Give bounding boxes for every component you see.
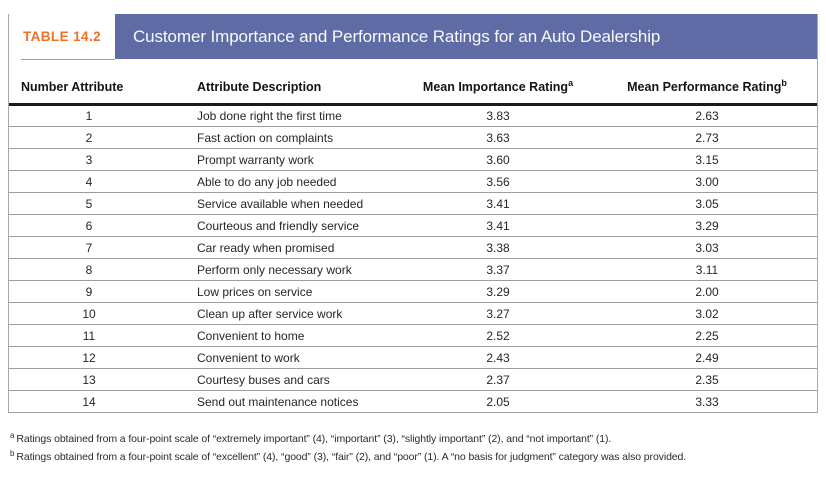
importance-rating-cell: 3.60	[399, 148, 597, 171]
performance-rating-cell: 3.29	[597, 214, 817, 237]
attribute-number-cell: 1	[9, 104, 169, 127]
performance-rating-cell: 3.11	[597, 258, 817, 281]
table-row: 7 Car ready when promised 3.38 3.03	[9, 236, 817, 259]
performance-rating-cell: 2.73	[597, 126, 817, 149]
table-row: 6 Courteous and friendly service 3.41 3.…	[9, 214, 817, 237]
performance-rating-cell: 3.00	[597, 170, 817, 193]
attribute-description-cell: Prompt warranty work	[169, 148, 399, 171]
table-row: 1 Job done right the first time 3.83 2.6…	[9, 104, 817, 127]
table-row: 14 Send out maintenance notices 2.05 3.3…	[9, 390, 817, 413]
attribute-description-cell: Service available when needed	[169, 192, 399, 215]
footnote-ref-b: b	[781, 77, 787, 88]
col-header-number-attribute: Number Attribute	[9, 59, 169, 106]
importance-rating-cell: 3.83	[399, 104, 597, 127]
table-row: 13 Courtesy buses and cars 2.37 2.35	[9, 368, 817, 391]
attribute-number-cell: 4	[9, 170, 169, 193]
table-body: 1 Job done right the first time 3.83 2.6…	[9, 104, 817, 413]
table-row: 9 Low prices on service 3.29 2.00	[9, 280, 817, 303]
attribute-number-cell: 9	[9, 280, 169, 303]
attribute-description-cell: Perform only necessary work	[169, 258, 399, 281]
footnote: a Ratings obtained from a four-point scal…	[10, 430, 816, 445]
col-header-attribute-description: Attribute Description	[169, 59, 399, 106]
table-row: 4 Able to do any job needed 3.56 3.00	[9, 170, 817, 193]
table-row: 12 Convenient to work 2.43 2.49	[9, 346, 817, 369]
attribute-description-cell: Low prices on service	[169, 280, 399, 303]
table-row: 5 Service available when needed 3.41 3.0…	[9, 192, 817, 215]
importance-rating-cell: 2.43	[399, 346, 597, 369]
importance-rating-cell: 2.52	[399, 324, 597, 347]
footnote-ref-a: a	[568, 77, 574, 88]
footnotes: a Ratings obtained from a four-point scal…	[10, 430, 816, 469]
ratings-table: Number Attribute Attribute Description M…	[9, 59, 817, 413]
attribute-number-cell: 6	[9, 214, 169, 237]
importance-rating-cell: 3.63	[399, 126, 597, 149]
col-header-mean-importance-rating: Mean Importance Ratinga	[399, 59, 597, 106]
footnote-text: Ratings obtained from a four-point scale…	[16, 433, 612, 445]
attribute-number-cell: 12	[9, 346, 169, 369]
importance-rating-cell: 3.37	[399, 258, 597, 281]
col-header-mean-performance-rating: Mean Performance Ratingb	[597, 59, 817, 106]
attribute-description-cell: Fast action on complaints	[169, 126, 399, 149]
importance-rating-cell: 3.56	[399, 170, 597, 193]
attribute-number-cell: 2	[9, 126, 169, 149]
attribute-number-cell: 13	[9, 368, 169, 391]
importance-rating-cell: 3.41	[399, 192, 597, 215]
performance-rating-cell: 3.05	[597, 192, 817, 215]
performance-rating-cell: 2.35	[597, 368, 817, 391]
performance-rating-cell: 3.15	[597, 148, 817, 171]
col-header-label: Number Attribute	[21, 80, 124, 94]
table-number-label: TABLE 14.2	[9, 14, 115, 60]
attribute-number-cell: 10	[9, 302, 169, 325]
attribute-description-cell: Courtesy buses and cars	[169, 368, 399, 391]
table-title: Customer Importance and Performance Rati…	[133, 26, 661, 46]
performance-rating-cell: 2.25	[597, 324, 817, 347]
attribute-number-cell: 3	[9, 148, 169, 171]
table-title-banner: Customer Importance and Performance Rati…	[115, 14, 817, 59]
attribute-description-cell: Convenient to home	[169, 324, 399, 347]
performance-rating-cell: 2.00	[597, 280, 817, 303]
importance-rating-cell: 3.38	[399, 236, 597, 259]
table-row: 10 Clean up after service work 3.27 3.02	[9, 302, 817, 325]
column-header-row: Number Attribute Attribute Description M…	[9, 59, 817, 106]
attribute-description-cell: Clean up after service work	[169, 302, 399, 325]
attribute-description-cell: Convenient to work	[169, 346, 399, 369]
attribute-description-cell: Courteous and friendly service	[169, 214, 399, 237]
attribute-description-cell: Job done right the first time	[169, 104, 399, 127]
importance-rating-cell: 3.27	[399, 302, 597, 325]
footnote-marker: a	[10, 430, 15, 440]
performance-rating-cell: 3.02	[597, 302, 817, 325]
footnote: b Ratings obtained from a four-point scal…	[10, 448, 816, 463]
col-header-label: Mean Importance Rating	[422, 80, 569, 94]
table-row: 11 Convenient to home 2.52 2.25	[9, 324, 817, 347]
performance-rating-cell: 2.49	[597, 346, 817, 369]
importance-rating-cell: 3.41	[399, 214, 597, 237]
col-header-label: Mean Performance Rating	[627, 80, 782, 94]
attribute-number-cell: 8	[9, 258, 169, 281]
attribute-number-cell: 14	[9, 390, 169, 413]
table-row: 8 Perform only necessary work 3.37 3.11	[9, 258, 817, 281]
importance-rating-cell: 2.37	[399, 368, 597, 391]
col-header-label: Attribute Description	[197, 80, 322, 94]
table-row: 3 Prompt warranty work 3.60 3.15	[9, 148, 817, 171]
table-container: TABLE 14.2 Customer Importance and Perfo…	[8, 14, 818, 413]
performance-rating-cell: 3.03	[597, 236, 817, 259]
attribute-description-cell: Car ready when promised	[169, 236, 399, 259]
table-head: Number Attribute Attribute Description M…	[9, 59, 817, 106]
table-header-banner-row: TABLE 14.2 Customer Importance and Perfo…	[9, 14, 817, 60]
attribute-number-cell: 7	[9, 236, 169, 259]
table-row: 2 Fast action on complaints 3.63 2.73	[9, 126, 817, 149]
importance-rating-cell: 2.05	[399, 390, 597, 413]
attribute-description-cell: Able to do any job needed	[169, 170, 399, 193]
footnote-marker: b	[10, 448, 15, 458]
importance-rating-cell: 3.29	[399, 280, 597, 303]
attribute-number-cell: 5	[9, 192, 169, 215]
attribute-number-cell: 11	[9, 324, 169, 347]
attribute-description-cell: Send out maintenance notices	[169, 390, 399, 413]
performance-rating-cell: 3.33	[597, 390, 817, 413]
performance-rating-cell: 2.63	[597, 104, 817, 127]
footnote-text: Ratings obtained from a four-point scale…	[16, 451, 687, 463]
